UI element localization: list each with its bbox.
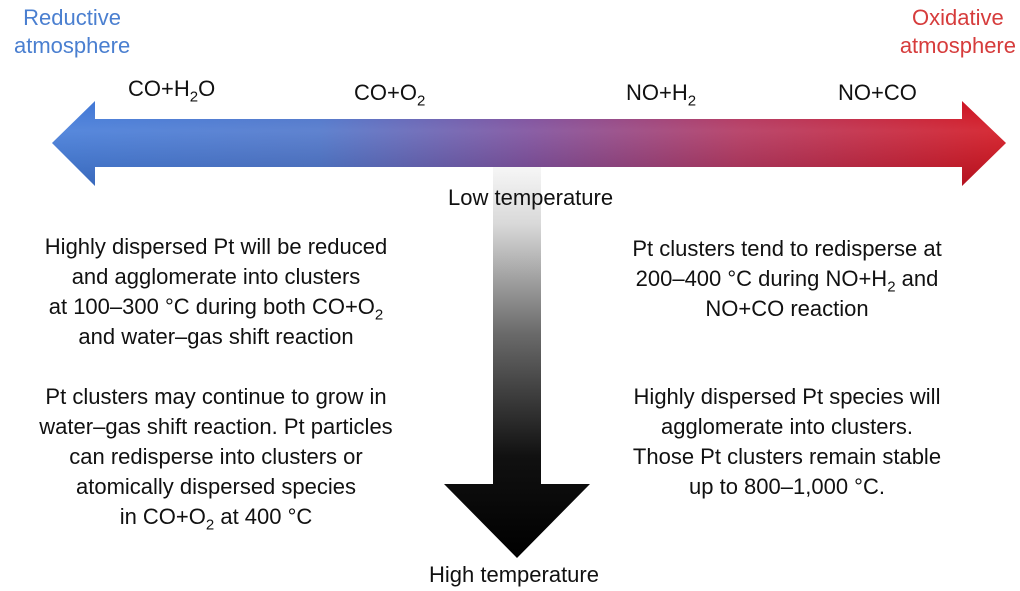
low-temperature-label: Low temperature — [448, 185, 614, 210]
high-temperature-label: High temperature — [429, 562, 599, 587]
reaction-no-h2: NO+H2 — [626, 80, 697, 110]
left-low-temp-description: Highly dispersed Pt will be reduced and … — [44, 234, 388, 349]
left-high-temp-description: Pt clusters may continue to grow in wate… — [39, 384, 393, 534]
reductive-atmosphere-label: Reductive atmosphere — [14, 5, 131, 58]
reaction-co-h2o: CO+H2O — [128, 76, 216, 106]
oxidative-atmosphere-label: Oxidative atmosphere — [899, 5, 1016, 58]
right-low-temp-description: Pt clusters tend to redisperse at 200–40… — [632, 236, 942, 321]
right-high-temp-description: Highly dispersed Pt species will agglome… — [632, 384, 942, 499]
atmosphere-arrow-shading — [52, 101, 1006, 186]
reaction-no-co: NO+CO — [838, 80, 917, 105]
reaction-co-o2: CO+O2 — [354, 80, 426, 110]
temperature-arrow — [444, 150, 590, 558]
